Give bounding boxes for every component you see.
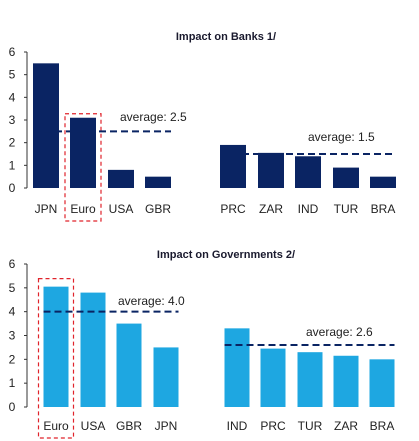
governments-chart: Impact on Governments 2/0 1 2 3 4 5 6 Euro USA GB… <box>9 249 395 439</box>
governments-y-tick-label: 0 <box>9 400 16 414</box>
governments-bar-usa <box>80 292 106 407</box>
governments-y-tick-label: 4 <box>9 305 16 319</box>
banks-bar-prc <box>220 144 246 188</box>
governments-category-label: PRC <box>260 419 286 433</box>
governments-category-label: Euro <box>43 419 69 433</box>
banks-category-label: JPN <box>35 202 58 216</box>
banks-chart-title: Impact on Banks 1/ <box>176 31 276 43</box>
governments-bar-zar <box>333 355 359 407</box>
governments-bar-bra <box>369 359 395 407</box>
banks-bar-euro <box>70 117 96 188</box>
banks-bar-usa <box>108 169 134 188</box>
banks-y-tick-label: 0 <box>9 181 16 195</box>
governments-chart-title: Impact on Governments 2/ <box>157 249 295 261</box>
banks-y-tick-label: 5 <box>9 68 16 82</box>
banks-category-label: PRC <box>220 202 246 216</box>
banks-y-tick-label: 3 <box>9 113 16 127</box>
governments-average-label: average: 2.6 <box>306 325 373 339</box>
banks-y-tick-label: 2 <box>9 136 16 150</box>
governments-y-tick-label: 5 <box>9 281 16 295</box>
banks-category-label: BRA <box>371 202 396 216</box>
governments-bar-prc <box>260 348 286 407</box>
governments-highlight-box <box>37 278 75 439</box>
banks-category-label: GBR <box>145 202 171 216</box>
banks-bar-bra <box>370 176 396 188</box>
governments-bar-euro <box>43 286 69 407</box>
governments-y-tick-label: 6 <box>9 257 16 271</box>
banks-bar-gbr <box>145 176 171 188</box>
banks-y-tick-label: 1 <box>9 158 16 172</box>
banks-y-tick-label: 4 <box>9 90 16 104</box>
governments-category-label: ZAR <box>334 419 358 433</box>
governments-bar-tur <box>297 352 323 407</box>
banks-category-label: IND <box>298 202 319 216</box>
governments-bar-ind <box>224 328 250 407</box>
governments-category-label: TUR <box>298 419 323 433</box>
governments-bar-jpn <box>153 347 179 407</box>
banks-bar-tur <box>333 167 359 188</box>
banks-highlight-box <box>64 113 102 222</box>
governments-category-label: GBR <box>116 419 142 433</box>
governments-y-tick-label: 2 <box>9 352 16 366</box>
governments-average-label: average: 4.0 <box>118 294 185 308</box>
governments-category-label: USA <box>81 419 106 433</box>
banks-chart: Impact on Banks 1/0 1 2 3 4 5 6 JPN Euro USA GBR PR… <box>9 31 396 222</box>
banks-category-label: USA <box>109 202 134 216</box>
banks-y-tick-label: 6 <box>9 45 16 59</box>
governments-category-label: JPN <box>155 419 178 433</box>
governments-y-tick-label: 1 <box>9 376 16 390</box>
banks-bar-ind <box>295 156 321 188</box>
banks-bar-jpn <box>33 63 59 189</box>
governments-y-tick-label: 3 <box>9 329 16 343</box>
banks-category-label: ZAR <box>259 202 283 216</box>
governments-category-label: IND <box>227 419 248 433</box>
governments-category-label: BRA <box>370 419 395 433</box>
banks-category-label: TUR <box>334 202 359 216</box>
governments-bar-gbr <box>116 323 142 407</box>
banks-average-label: average: 1.5 <box>308 130 375 144</box>
banks-bar-zar <box>258 152 284 188</box>
banks-average-label: average: 2.5 <box>120 110 187 124</box>
banks-category-label: Euro <box>70 202 96 216</box>
